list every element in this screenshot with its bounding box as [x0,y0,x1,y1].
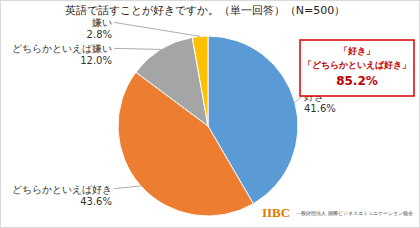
leader-line [295,96,302,103]
logo: IIBC [262,205,290,220]
data-labels: 好き41.6%どちらかといえば好き43.6%どちらかといえば嫌い12.0%嫌い2… [12,17,336,206]
annotation: 「好き」 [339,46,375,56]
background [1,1,420,228]
slice-category: どちらかといえば好き [12,184,112,195]
leader-line [114,22,200,36]
leader-line [114,48,161,49]
data-label: 41.6% [304,103,336,114]
data-label: 43.6% [80,196,112,207]
annotation-frame [300,40,414,96]
title: 英語で話すことが好きですか。（単一回答）（N=500） [65,4,345,17]
slice-category: 嫌い [92,17,112,28]
leader-line [114,186,141,189]
annotation: 「どちらかといえば好き」 [303,60,411,70]
data-label: 2.8% [87,29,112,40]
annotation: 85.2% [336,74,378,88]
chart: 英語で話すことが好きですか。（単一回答）（N=500）好き41.6%どちらかとい… [0,0,420,228]
organization: 一般財団法人 国際ビジネスコミュニケーション協会 [296,210,413,216]
slice [192,36,208,126]
pie [118,36,298,216]
annotation-box: 「好き」「どちらかといえば好き」 85.2% [300,40,414,96]
slice-category: どちらかといえば嫌い [12,43,112,54]
data-label: 12.0% [80,55,112,66]
